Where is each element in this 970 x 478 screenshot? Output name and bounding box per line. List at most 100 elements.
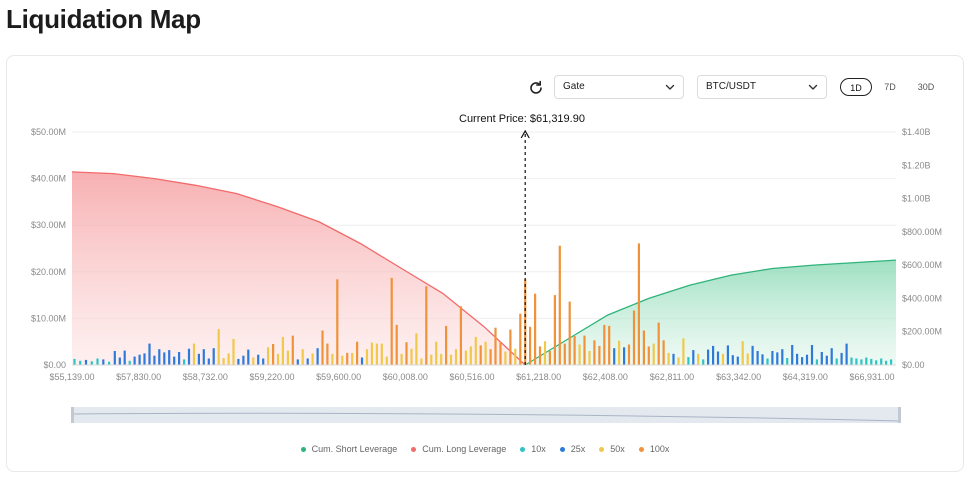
bar-lev25 bbox=[168, 350, 171, 365]
bar-lev100 bbox=[627, 344, 631, 365]
bar-lev25 bbox=[805, 354, 809, 365]
bar-lev25 bbox=[736, 356, 739, 365]
bar-lev50 bbox=[301, 349, 304, 365]
bar-lev100 bbox=[291, 335, 294, 365]
bar-lev50 bbox=[281, 337, 284, 365]
bar-lev100 bbox=[459, 306, 462, 365]
bar-lev25 bbox=[613, 348, 616, 365]
bar-lev10 bbox=[687, 357, 690, 365]
bar-lev100 bbox=[509, 329, 512, 365]
bar-lev10 bbox=[128, 360, 131, 365]
bar-lev50 bbox=[276, 353, 280, 365]
bar-lev25 bbox=[113, 351, 116, 365]
bar-lev100 bbox=[445, 325, 448, 365]
bar-lev100 bbox=[642, 330, 645, 365]
legend-label: 25x bbox=[570, 444, 586, 454]
legend-dot bbox=[300, 446, 306, 452]
legend-item-cum-short[interactable]: Cum. Short Leverage bbox=[300, 444, 398, 454]
y-right-tick-label: $400.00M bbox=[902, 293, 942, 303]
bar-lev100 bbox=[494, 327, 497, 365]
bar-lev25 bbox=[731, 355, 734, 365]
x-tick-label: $62,408.00 bbox=[583, 372, 628, 382]
bar-lev25 bbox=[306, 358, 309, 365]
bar-lev10 bbox=[885, 360, 888, 365]
bar-lev100 bbox=[553, 295, 556, 365]
chevron-down-icon bbox=[808, 84, 818, 90]
bar-lev10 bbox=[865, 357, 868, 365]
bar-lev25 bbox=[820, 352, 823, 365]
bar-lev100 bbox=[321, 330, 324, 365]
bar-lev25 bbox=[726, 345, 729, 365]
y-right-tick-label: $600.00M bbox=[902, 260, 942, 270]
legend-item-10x[interactable]: 10x bbox=[520, 444, 546, 454]
bar-lev50 bbox=[232, 338, 235, 365]
bar-lev100 bbox=[657, 322, 660, 365]
bar-lev10 bbox=[880, 358, 883, 365]
bar-lev50 bbox=[370, 342, 373, 365]
bar-lev25 bbox=[810, 345, 814, 365]
bar-lev50 bbox=[217, 329, 220, 365]
pair-select[interactable]: BTC/USDT bbox=[697, 75, 827, 99]
bar-lev100 bbox=[558, 245, 561, 365]
bar-lev50 bbox=[454, 349, 458, 365]
bar-lev100 bbox=[632, 310, 636, 365]
cum-long-line bbox=[71, 171, 526, 366]
pair-select-value: BTC/USDT bbox=[706, 81, 756, 92]
timeframe-30d-button[interactable]: 30D bbox=[917, 82, 935, 92]
bar-lev25 bbox=[692, 350, 695, 365]
bar-lev50 bbox=[192, 343, 196, 365]
bar-lev50 bbox=[578, 344, 581, 365]
bar-lev10 bbox=[702, 359, 705, 365]
bar-lev25 bbox=[158, 349, 161, 365]
y-left-tick-label: $40.00M bbox=[31, 174, 66, 184]
bar-lev100 bbox=[583, 335, 586, 365]
cum-short-area bbox=[525, 260, 896, 365]
timeframe-7d-button[interactable]: 7D bbox=[884, 82, 896, 92]
bar-lev25 bbox=[187, 348, 191, 365]
y-right-tick-label: $800.00M bbox=[902, 227, 942, 237]
bar-lev10 bbox=[96, 358, 99, 365]
bar-lev10 bbox=[860, 359, 863, 365]
legend-item-25x[interactable]: 25x bbox=[559, 444, 586, 454]
bar-lev25 bbox=[84, 359, 88, 365]
bar-lev100 bbox=[499, 342, 502, 365]
bar-lev100 bbox=[395, 324, 398, 365]
timeframe-1d-button[interactable]: 1D bbox=[840, 78, 872, 96]
bar-lev100 bbox=[593, 340, 596, 365]
x-tick-label: $66,931.00 bbox=[849, 372, 894, 382]
bar-lev50 bbox=[682, 338, 685, 365]
x-tick-label: $59,220.00 bbox=[249, 372, 294, 382]
y-right-tick-label: $1.40B bbox=[902, 127, 931, 137]
bar-lev10 bbox=[870, 358, 873, 365]
bar-lev50 bbox=[415, 333, 418, 365]
legend-item-50x[interactable]: 50x bbox=[599, 444, 625, 454]
bar-lev50 bbox=[618, 340, 621, 365]
bar-lev100 bbox=[425, 286, 428, 365]
bar-lev10 bbox=[815, 359, 818, 365]
bar-lev100 bbox=[548, 351, 551, 365]
chart-legend: Cum. Short Leverage Cum. Long Leverage 1… bbox=[0, 444, 970, 454]
legend-label: Cum. Short Leverage bbox=[311, 444, 398, 454]
refresh-icon[interactable] bbox=[527, 79, 545, 97]
bar-lev50 bbox=[420, 358, 423, 365]
exchange-select[interactable]: Gate bbox=[554, 75, 684, 99]
cum-long-area bbox=[72, 171, 526, 365]
bar-lev50 bbox=[440, 353, 443, 365]
bar-lev25 bbox=[776, 352, 779, 365]
bar-lev10 bbox=[90, 361, 93, 365]
legend-item-100x[interactable]: 100x bbox=[638, 444, 669, 454]
x-tick-label: $58,732.00 bbox=[183, 372, 228, 382]
bar-lev25 bbox=[178, 352, 181, 365]
legend-item-cum-long[interactable]: Cum. Long Leverage bbox=[411, 444, 506, 454]
range-slider-handle-right[interactable] bbox=[898, 407, 901, 423]
range-slider-handle-left[interactable] bbox=[71, 407, 74, 423]
bar-lev50 bbox=[741, 341, 744, 365]
legend-dot bbox=[559, 446, 565, 452]
bar-lev100 bbox=[356, 341, 359, 365]
chevron-down-icon bbox=[665, 84, 675, 90]
bar-lev50 bbox=[365, 349, 369, 365]
bar-lev25 bbox=[845, 343, 848, 365]
legend-dot bbox=[520, 446, 526, 452]
bar-lev25 bbox=[237, 358, 240, 365]
legend-label: 10x bbox=[531, 444, 546, 454]
